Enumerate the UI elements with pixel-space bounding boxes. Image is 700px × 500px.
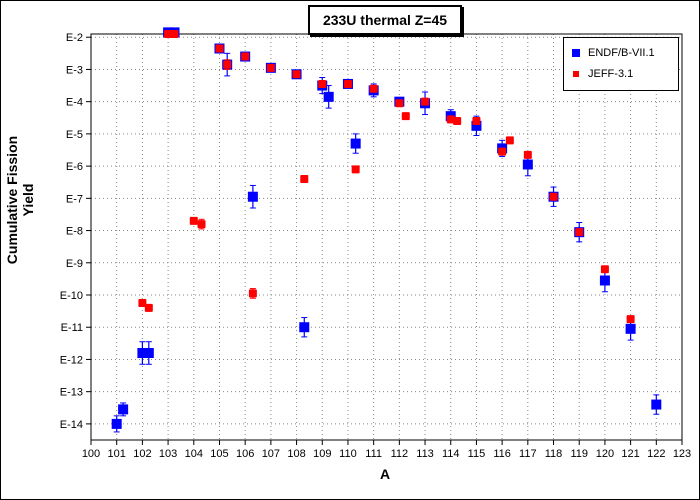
- x-tick-label: 110: [339, 448, 357, 460]
- legend-swatch-jeff: [573, 71, 579, 77]
- data-point: [189, 216, 198, 225]
- plot-area-frame: [90, 33, 683, 441]
- data-point: [351, 165, 360, 174]
- x-tick-label: 123: [673, 448, 691, 460]
- x-tick-label: 107: [262, 448, 280, 460]
- data-point: [446, 115, 455, 124]
- y-tick-label: E-8: [66, 226, 83, 238]
- data-point: [395, 99, 404, 108]
- data-point: [323, 91, 334, 102]
- x-tick-label: 122: [647, 448, 665, 460]
- x-tick-label: 113: [416, 448, 434, 460]
- legend-item-endf: ENDF/B-VII.1: [572, 47, 655, 59]
- legend-label-endf: ENDF/B-VII.1: [588, 47, 655, 59]
- data-point: [472, 117, 481, 125]
- legend: ENDF/B-VII.1 JEFF-3.1: [563, 37, 679, 91]
- y-tick-label: E-4: [66, 97, 83, 109]
- x-tick-label: 117: [519, 448, 537, 460]
- data-point: [143, 348, 154, 358]
- data-point: [215, 44, 224, 53]
- x-tick-label: 119: [570, 448, 588, 460]
- data-point: [600, 265, 609, 274]
- y-tick-label: E-2: [66, 32, 83, 44]
- data-point: [137, 348, 148, 358]
- data-point: [118, 404, 129, 415]
- x-tick-label: 109: [313, 448, 331, 460]
- x-tick-label: 112: [391, 448, 409, 460]
- series-1: [138, 30, 635, 324]
- chart-title: 233U thermal Z=45: [308, 5, 462, 35]
- x-tick-label: 114: [442, 448, 460, 460]
- x-tick-label: 108: [287, 448, 305, 460]
- data-point: [599, 275, 610, 286]
- data-point: [549, 192, 558, 201]
- data-point: [421, 97, 430, 106]
- x-tick-label: 120: [596, 448, 614, 460]
- data-point: [247, 191, 258, 202]
- x-tick-label: 106: [236, 448, 254, 460]
- data-point: [318, 79, 327, 88]
- y-tick-label: E-13: [60, 387, 83, 399]
- x-tick-label: 104: [185, 448, 203, 460]
- series-layer: [111, 27, 662, 433]
- data-point: [625, 323, 636, 334]
- data-point: [197, 220, 206, 229]
- data-point: [299, 322, 310, 333]
- data-point: [350, 138, 361, 149]
- y-tick-label: E-9: [66, 258, 83, 270]
- y-tick-label: E-5: [66, 129, 83, 141]
- data-point: [651, 399, 662, 410]
- data-point: [144, 303, 153, 312]
- data-point: [575, 228, 584, 237]
- data-point: [300, 175, 309, 183]
- data-point: [471, 120, 482, 131]
- x-tick-label: 101: [108, 448, 126, 460]
- grid-layer: [91, 34, 682, 440]
- x-tick-label: 116: [493, 448, 511, 460]
- data-point: [498, 147, 507, 156]
- y-tick-label: E-7: [66, 193, 83, 205]
- x-tick-label: 100: [82, 448, 100, 460]
- chart-title-text: 233U thermal Z=45: [322, 12, 448, 28]
- legend-item-jeff: JEFF-3.1: [572, 68, 633, 80]
- y-tick-label: E-10: [60, 290, 83, 302]
- data-point: [522, 159, 533, 170]
- x-tick-label: 105: [210, 448, 228, 460]
- data-point: [170, 30, 179, 38]
- x-tick-label: 103: [159, 448, 177, 460]
- y-tick-label: E-11: [61, 322, 83, 334]
- legend-swatch-endf: [572, 49, 580, 57]
- data-point: [111, 418, 122, 429]
- data-point: [369, 84, 378, 93]
- data-point: [401, 112, 410, 121]
- data-point: [343, 79, 352, 88]
- data-point: [292, 70, 301, 79]
- tick-label-layer: 100 101 102 103 104 105 106 107 108 109 110 111 112 1…: [60, 32, 691, 460]
- x-axis-label: A: [379, 466, 391, 482]
- data-point: [248, 289, 257, 298]
- data-point: [626, 315, 635, 324]
- data-point: [138, 299, 147, 308]
- y-tick-label: E-14: [60, 419, 83, 431]
- axis-layer: [86, 33, 683, 445]
- x-tick-label: 111: [365, 448, 382, 460]
- legend-label-jeff: JEFF-3.1: [588, 68, 634, 80]
- x-tick-label: 102: [133, 448, 151, 460]
- x-tick-label: 118: [545, 448, 563, 460]
- data-point: [164, 30, 173, 38]
- data-point: [223, 60, 232, 69]
- data-point: [453, 117, 462, 125]
- data-point: [505, 136, 514, 145]
- data-point: [241, 52, 250, 61]
- data-point: [523, 150, 532, 159]
- data-point: [266, 63, 275, 72]
- y-tick-label: E-3: [66, 64, 83, 76]
- x-tick-label: 121: [621, 448, 639, 460]
- y-axis-label: Cumulative Fission Yield: [4, 135, 36, 265]
- x-tick-label: 115: [468, 448, 486, 460]
- y-tick-label: E-6: [66, 161, 83, 173]
- y-tick-label: E-12: [60, 354, 83, 366]
